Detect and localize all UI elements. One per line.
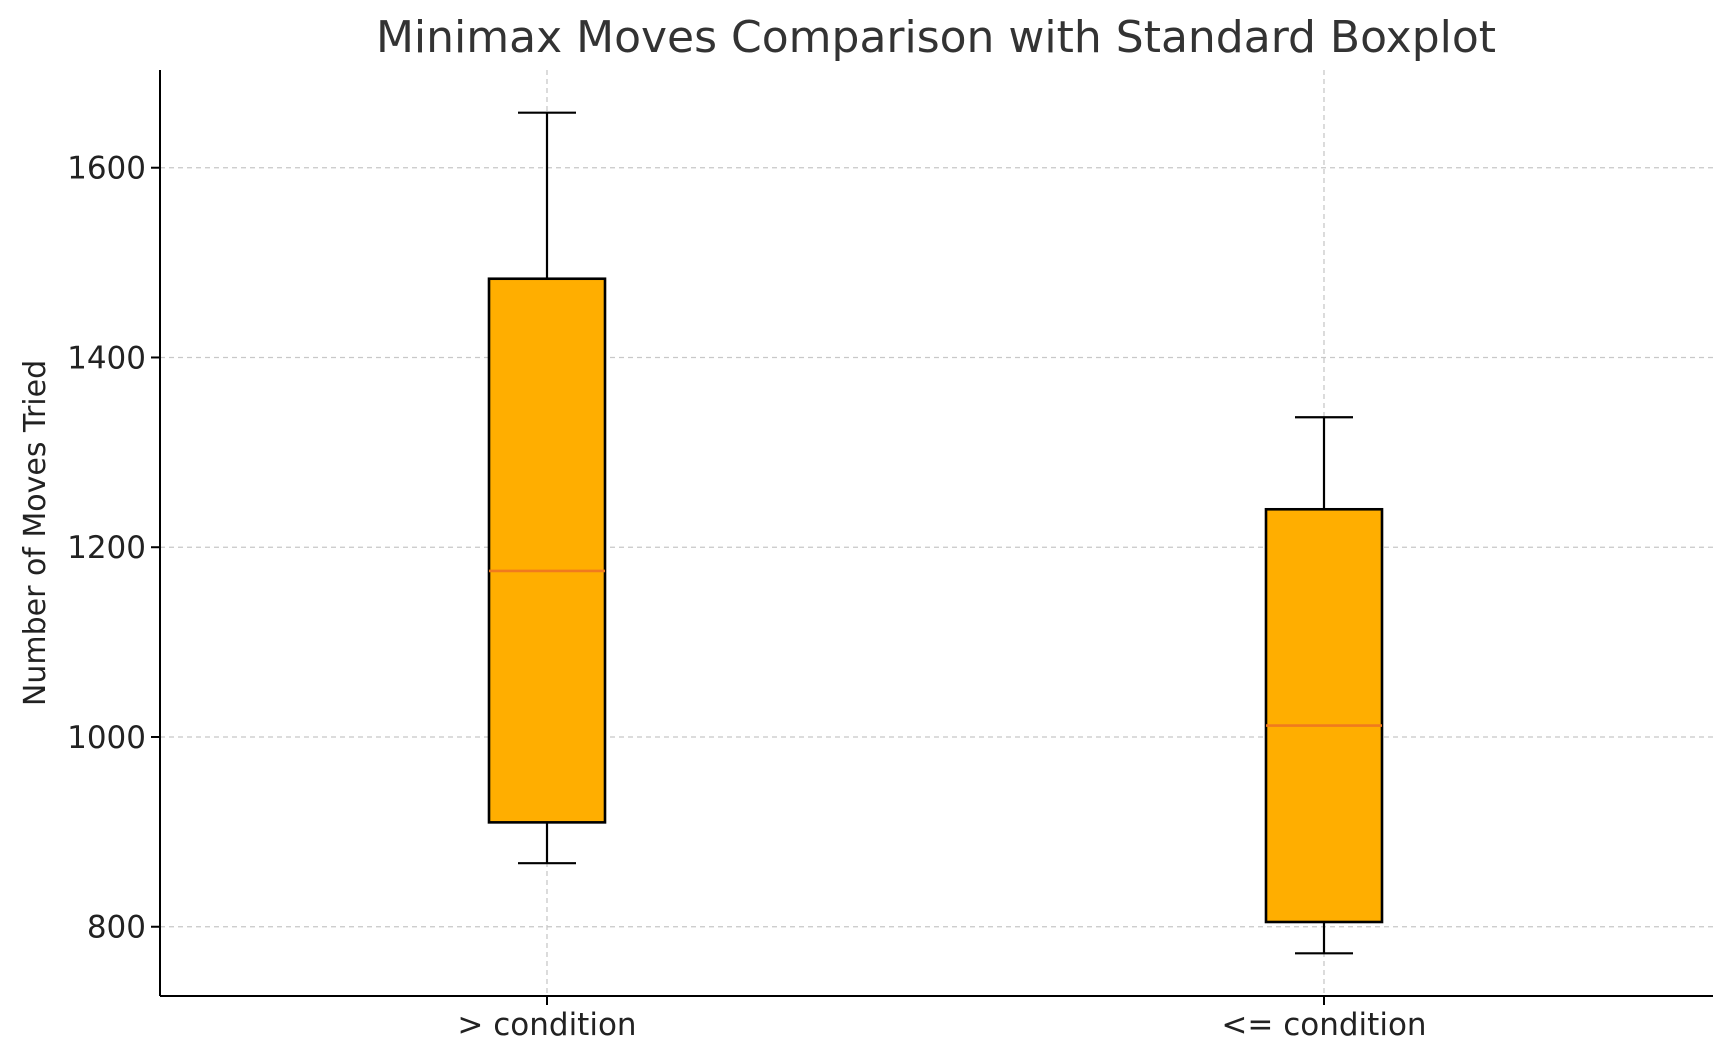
chart-title: Minimax Moves Comparison with Standard B… bbox=[376, 12, 1496, 63]
y-tick-label: 800 bbox=[87, 910, 146, 946]
y-axis-label: Number of Moves Tried bbox=[18, 360, 53, 706]
grid-layer bbox=[160, 70, 1713, 996]
y-tick-label: 1400 bbox=[67, 340, 146, 376]
tick-layer: 800 1000 1200 1400 1600 > condition <= conditi… bbox=[67, 151, 1426, 1043]
y-tick-label: 1200 bbox=[67, 530, 146, 566]
box-group bbox=[487, 111, 607, 865]
box-body bbox=[487, 277, 607, 824]
x-category-label: > condition bbox=[457, 1007, 636, 1043]
box-layer bbox=[487, 111, 1384, 955]
box-group bbox=[1264, 416, 1384, 955]
y-tick-label: 1000 bbox=[67, 720, 146, 756]
box-body bbox=[1264, 507, 1384, 924]
x-category-label: <= condition bbox=[1221, 1007, 1426, 1043]
axis-layer bbox=[159, 70, 1713, 997]
y-tick-label: 1600 bbox=[67, 151, 146, 187]
